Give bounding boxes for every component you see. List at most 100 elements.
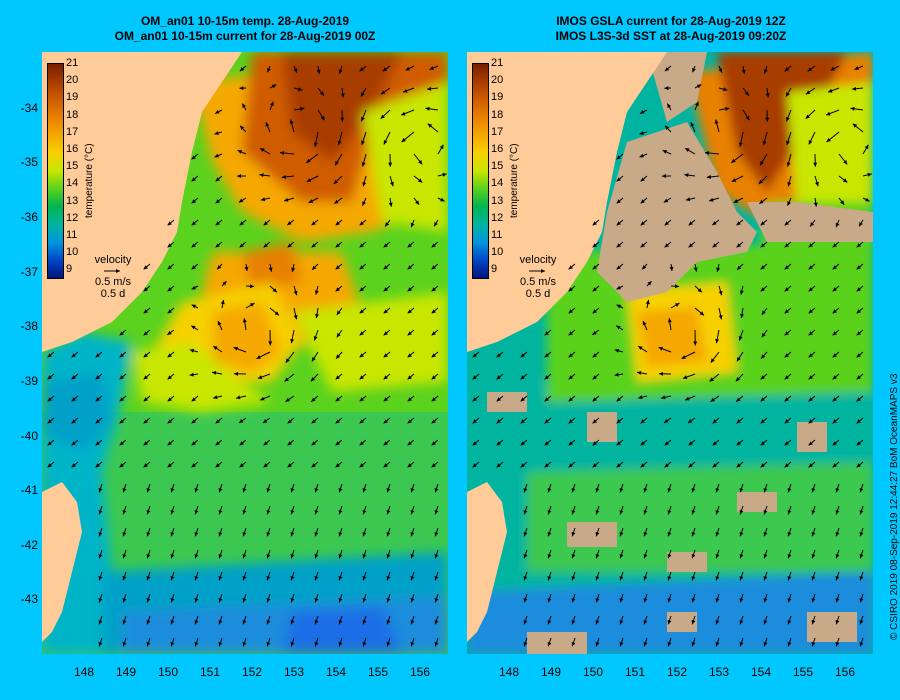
velocity-arrowhead	[786, 140, 790, 146]
velocity-arrowhead	[335, 419, 340, 424]
velocity-arrowhead	[571, 487, 576, 493]
velocity-arrowhead	[496, 353, 501, 358]
velocity-arrowhead	[664, 463, 669, 468]
velocity-arrowhead	[856, 265, 861, 270]
velocity-arrowhead	[405, 66, 411, 71]
velocity-arrowhead	[568, 419, 573, 424]
velocity-arrowhead	[314, 597, 319, 603]
velocity-arrowhead	[427, 86, 432, 91]
velocity-arrowhead	[784, 353, 789, 358]
y-tick-label: -34	[20, 101, 38, 115]
velocity-arrowhead	[431, 243, 436, 248]
velocity-arrowhead	[98, 531, 103, 537]
velocity-arrowhead	[284, 377, 289, 382]
velocity-arrowhead	[194, 597, 199, 603]
colorbar-tick-label: 21	[66, 57, 79, 69]
velocity-arrowhead	[547, 575, 552, 581]
velocity-arrowhead	[787, 182, 792, 187]
velocity-arrowhead	[737, 265, 742, 270]
velocity-arrowhead	[263, 463, 268, 468]
velocity-arrowhead	[306, 158, 311, 163]
velocity-arrowhead	[712, 463, 717, 468]
velocity-arrowhead	[242, 531, 247, 537]
velocity-arrowhead	[267, 67, 271, 73]
velocity-arrowhead	[47, 353, 52, 358]
velocity-arrowhead	[544, 353, 549, 358]
velocity-arrowhead	[362, 575, 367, 581]
velocity-arrowhead	[287, 441, 292, 446]
velocity-arrowhead	[859, 575, 864, 581]
velocity-arrowhead	[787, 597, 792, 603]
colorbar-title: temperature (°C)	[509, 143, 520, 218]
velocity-arrowhead	[805, 114, 810, 119]
velocity-arrowhead	[715, 553, 720, 559]
velocity-arrowhead	[119, 419, 124, 424]
velocity-arrowhead	[854, 66, 859, 70]
colorbar-tick-label: 16	[66, 143, 79, 155]
velocity-arrowhead	[427, 123, 433, 128]
velocity-arrowhead	[410, 641, 415, 647]
velocity-arrowhead	[619, 487, 624, 493]
velocity-arrowhead	[856, 375, 861, 380]
velocity-arrowhead	[547, 509, 552, 515]
velocity-arrowhead	[336, 310, 341, 315]
velocity-arrowhead	[362, 182, 367, 187]
velocity-arrowhead	[592, 397, 597, 402]
velocity-arrowhead	[359, 419, 364, 424]
velocity-arrowhead	[616, 243, 621, 248]
satellite-sst-map-svg	[467, 52, 873, 654]
velocity-arrowhead	[619, 575, 624, 581]
velocity-arrowhead	[119, 463, 124, 468]
velocity-arrowhead	[434, 597, 439, 603]
velocity-arrowhead	[293, 315, 298, 320]
velocity-arrowhead	[832, 309, 837, 314]
velocity-arrowhead	[191, 441, 196, 446]
velocity-arrowhead	[859, 619, 864, 625]
velocity-arrowhead	[239, 418, 244, 423]
velocity-arrowhead	[640, 109, 645, 114]
velocity-arrowhead	[271, 84, 277, 89]
velocity-arrowhead	[616, 155, 621, 160]
velocity-arrowhead	[383, 441, 388, 446]
velocity-arrowhead	[784, 67, 789, 72]
velocity-arrowhead	[595, 509, 600, 515]
velocity-arrowhead	[401, 137, 406, 143]
velocity-arrowhead	[308, 199, 314, 203]
velocity-arrowhead	[835, 597, 840, 603]
velocity-arrowhead	[811, 509, 816, 515]
velocity-arrowhead	[314, 290, 319, 295]
x-tick-label: 148	[73, 665, 95, 679]
velocity-arrowhead	[571, 597, 576, 603]
velocity-arrowhead	[429, 66, 434, 70]
velocity-arrowhead	[340, 117, 345, 122]
velocity-arrowhead	[674, 284, 680, 289]
x-tick-label: 149	[115, 665, 137, 679]
x-tick-label: 154	[750, 665, 772, 679]
velocity-arrowhead	[787, 641, 792, 647]
velocity-arrowhead	[647, 281, 652, 286]
colorbar-tick-label: 18	[66, 108, 79, 121]
colorbar-tick-label: 9	[491, 263, 498, 276]
velocity-arrowhead	[143, 397, 148, 402]
velocity-arrowhead	[664, 221, 669, 226]
velocity-arrowhead	[667, 641, 672, 647]
velocity-arrowhead	[335, 375, 340, 380]
velocity-arrowhead	[383, 243, 388, 248]
velocity-arrowhead	[191, 463, 196, 468]
velocity-arrowhead	[167, 397, 172, 402]
velocity-arrowhead	[808, 353, 813, 358]
velocity-arrowhead	[712, 419, 717, 424]
velocity-arrowhead	[761, 310, 766, 315]
velocity-arrowhead	[784, 397, 789, 402]
velocity-arrowhead	[712, 243, 717, 248]
velocity-arrowhead	[568, 265, 573, 270]
velocity-arrowhead	[638, 346, 643, 351]
velocity-arrowhead	[710, 358, 715, 363]
velocity-arrowhead	[787, 553, 792, 559]
velocity-arrowhead	[334, 199, 339, 204]
velocity-arrowhead	[239, 243, 244, 248]
velocity-arrowhead	[335, 221, 340, 226]
velocity-arrowhead	[213, 346, 218, 351]
velocity-arrowhead	[807, 67, 813, 72]
velocity-arrowhead	[619, 531, 624, 537]
